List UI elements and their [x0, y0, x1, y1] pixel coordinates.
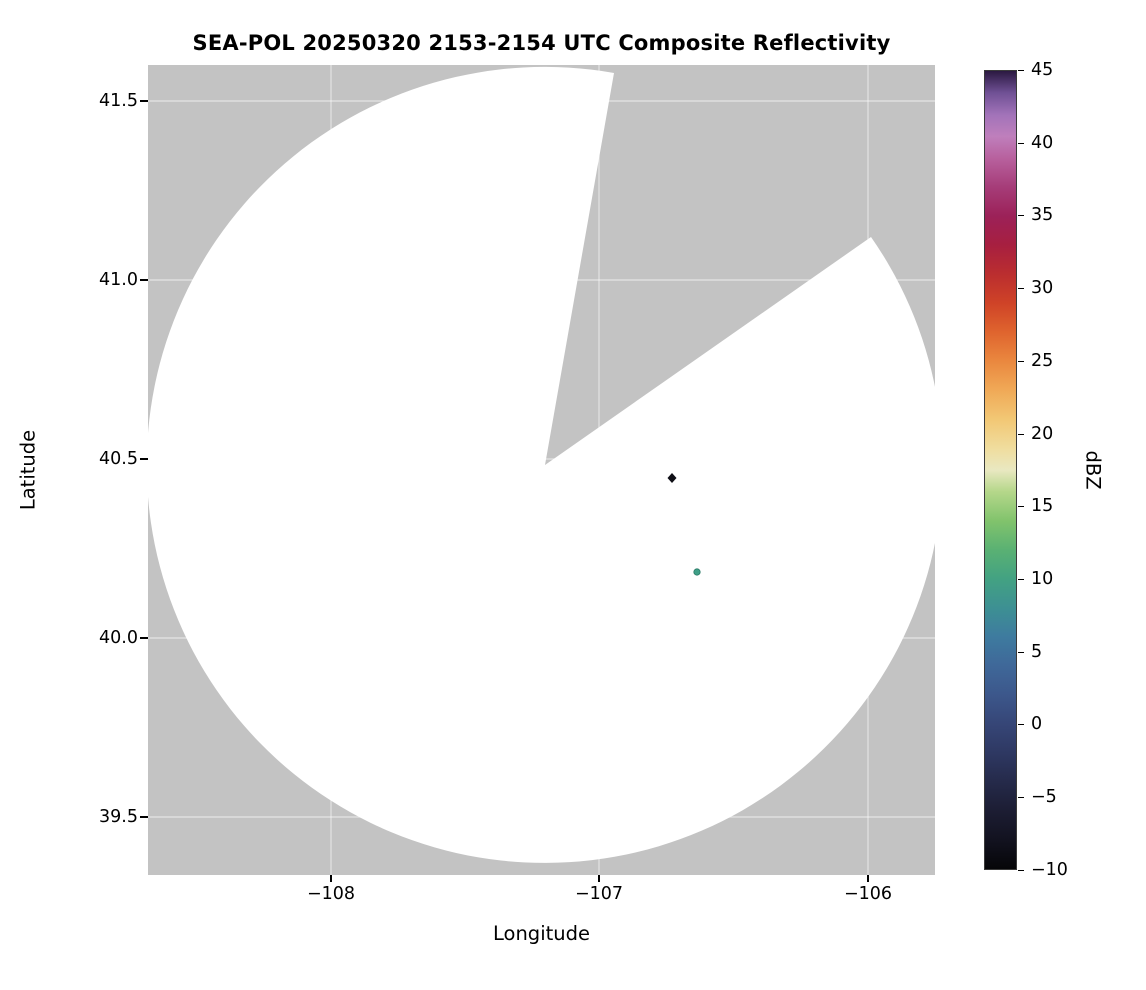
x-tick-mark [330, 875, 332, 882]
echo-marker-dark [667, 473, 677, 483]
y-tick-label: 40.5 [99, 449, 138, 469]
colorbar-tick-mark [1018, 434, 1024, 436]
colorbar-tick-mark [1018, 143, 1024, 145]
colorbar-tick-label: 35 [1031, 205, 1054, 225]
y-tick-label: 40.0 [99, 628, 138, 648]
y-tick-mark [140, 816, 148, 818]
x-tick-mark [867, 875, 869, 882]
y-tick-label: 41.0 [99, 270, 138, 290]
x-tick-label: −108 [306, 884, 356, 904]
colorbar-tick-mark [1018, 870, 1024, 872]
colorbar-tick-label: −5 [1031, 787, 1057, 807]
colorbar-tick-mark [1018, 506, 1024, 508]
colorbar-tick-label: 15 [1031, 496, 1054, 516]
colorbar-tick-label: 30 [1031, 278, 1054, 298]
y-tick-mark [140, 637, 148, 639]
plot-title: SEA-POL 20250320 2153-2154 UTC Composite… [192, 31, 891, 55]
colorbar-tick-mark [1018, 361, 1024, 363]
colorbar-tick-mark [1018, 288, 1024, 290]
colorbar-tick-label: 0 [1031, 714, 1043, 734]
colorbar-gradient [984, 70, 1017, 870]
x-tick-mark [598, 875, 600, 882]
y-tick-label: 39.5 [99, 807, 138, 827]
y-axis-label: Latitude [16, 429, 40, 511]
colorbar-tick-label: 20 [1031, 424, 1054, 444]
y-tick-mark [140, 458, 148, 460]
y-tick-mark [140, 100, 148, 102]
colorbar-tick-mark [1018, 724, 1024, 726]
colorbar-tick-mark [1018, 70, 1024, 72]
colorbar-tick-label: 5 [1031, 642, 1043, 662]
radar-coverage-area [148, 66, 935, 863]
colorbar-tick-label: 45 [1031, 60, 1054, 80]
colorbar-tick-mark [1018, 215, 1024, 217]
y-tick-mark [140, 279, 148, 281]
colorbar-tick-label: 25 [1031, 351, 1054, 371]
x-tick-label: −106 [843, 884, 893, 904]
y-tick-label: 41.5 [99, 91, 138, 111]
colorbar-tick-mark [1018, 579, 1024, 581]
colorbar-tick-mark [1018, 652, 1024, 654]
colorbar-tick-label: 10 [1031, 569, 1054, 589]
echo-marker-teal [693, 568, 701, 576]
radar-map-canvas [148, 65, 935, 875]
colorbar-tick-label: 40 [1031, 133, 1054, 153]
colorbar-tick-mark [1018, 797, 1024, 799]
colorbar-axis-label: dBZ [1081, 450, 1105, 490]
plot-area [148, 65, 935, 875]
x-axis-label: Longitude [493, 922, 590, 945]
x-tick-label: −107 [574, 884, 624, 904]
colorbar-tick-label: −10 [1031, 860, 1068, 880]
